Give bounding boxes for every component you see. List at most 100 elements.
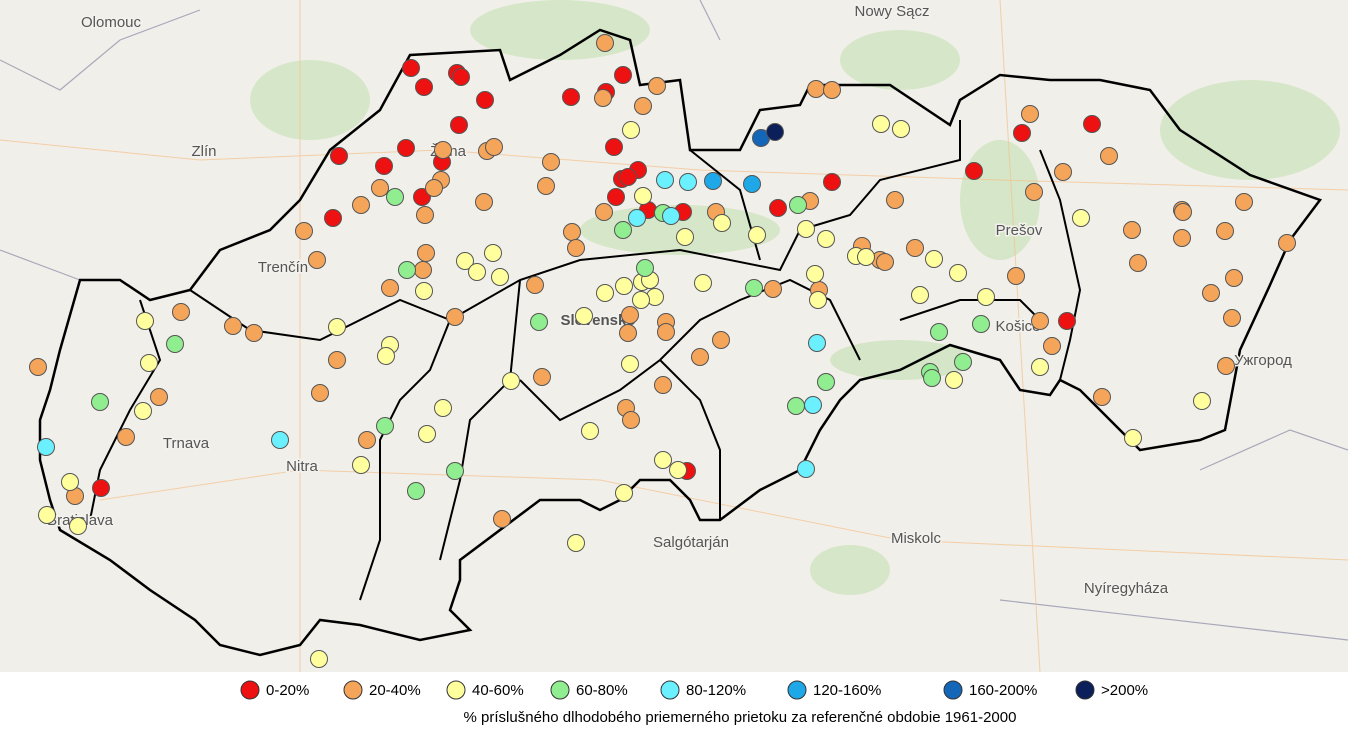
station-marker xyxy=(691,348,709,366)
station-marker xyxy=(713,214,731,232)
place-label: Prešov xyxy=(996,222,1043,239)
station-marker xyxy=(662,207,680,225)
station-marker xyxy=(886,191,904,209)
station-marker xyxy=(669,461,687,479)
station-marker xyxy=(807,80,825,98)
legend-label: 20-40% xyxy=(369,682,421,699)
station-marker xyxy=(1193,392,1211,410)
station-marker xyxy=(808,334,826,352)
station-marker xyxy=(654,376,672,394)
station-marker xyxy=(38,506,56,524)
station-marker xyxy=(542,153,560,171)
roads xyxy=(0,0,1348,673)
station-marker xyxy=(872,115,890,133)
station-marker xyxy=(1235,193,1253,211)
station-marker xyxy=(622,121,640,139)
station-marker xyxy=(1031,358,1049,376)
station-marker xyxy=(402,59,420,77)
legend-swatch xyxy=(787,680,807,700)
station-marker xyxy=(491,268,509,286)
station-marker xyxy=(1223,309,1241,327)
station-marker xyxy=(328,351,346,369)
station-marker xyxy=(493,510,511,528)
station-marker xyxy=(418,425,436,443)
station-marker xyxy=(352,196,370,214)
station-marker xyxy=(1025,183,1043,201)
station-marker xyxy=(581,422,599,440)
admin-boundaries xyxy=(0,0,1348,641)
station-marker xyxy=(797,220,815,238)
station-marker xyxy=(414,261,432,279)
legend-caption: % príslušného dlhodobého priemerného pri… xyxy=(464,709,1017,726)
station-marker xyxy=(330,147,348,165)
station-marker xyxy=(311,384,329,402)
legend-label: 80-120% xyxy=(686,682,746,699)
station-marker xyxy=(925,250,943,268)
station-marker xyxy=(1013,124,1031,142)
station-marker xyxy=(634,97,652,115)
legend-swatch xyxy=(446,680,466,700)
station-marker xyxy=(823,173,841,191)
place-label: Nitra xyxy=(286,458,318,475)
station-marker xyxy=(425,179,443,197)
station-marker xyxy=(567,534,585,552)
station-marker xyxy=(679,173,697,191)
station-marker xyxy=(1216,222,1234,240)
station-marker xyxy=(1021,105,1039,123)
station-marker xyxy=(621,306,639,324)
station-marker xyxy=(533,368,551,386)
station-marker xyxy=(614,221,632,239)
station-marker xyxy=(61,473,79,491)
station-marker xyxy=(452,68,470,86)
place-label: Košice xyxy=(995,318,1040,335)
place-label: Olomouc xyxy=(81,14,142,31)
station-marker xyxy=(224,317,242,335)
station-marker xyxy=(789,196,807,214)
station-marker xyxy=(1093,388,1111,406)
station-marker xyxy=(575,307,593,325)
station-marker xyxy=(619,168,637,186)
station-marker xyxy=(37,438,55,456)
station-marker xyxy=(766,123,784,141)
station-marker xyxy=(769,199,787,217)
station-marker xyxy=(656,171,674,189)
station-marker xyxy=(1072,209,1090,227)
station-marker xyxy=(743,175,761,193)
station-marker xyxy=(1058,312,1076,330)
legend-label: 160-200% xyxy=(969,682,1037,699)
station-marker xyxy=(634,187,652,205)
station-marker xyxy=(352,456,370,474)
station-marker xyxy=(712,331,730,349)
station-marker xyxy=(607,188,625,206)
station-marker xyxy=(376,417,394,435)
station-marker xyxy=(622,411,640,429)
station-marker xyxy=(945,371,963,389)
station-marker xyxy=(386,188,404,206)
station-marker xyxy=(694,274,712,292)
legend-label: 120-160% xyxy=(813,682,881,699)
station-marker xyxy=(619,324,637,342)
station-marker xyxy=(29,358,47,376)
station-marker xyxy=(1129,254,1147,272)
station-marker xyxy=(823,81,841,99)
station-marker xyxy=(923,369,941,387)
station-marker xyxy=(1083,115,1101,133)
station-marker xyxy=(69,517,87,535)
station-marker xyxy=(1123,221,1141,239)
legend-label: 40-60% xyxy=(472,682,524,699)
legend-swatch xyxy=(1075,680,1095,700)
place-label: Nowy Sącz xyxy=(854,3,929,20)
station-marker xyxy=(526,276,544,294)
station-marker xyxy=(621,355,639,373)
station-marker xyxy=(954,353,972,371)
station-marker xyxy=(537,177,555,195)
place-label: Ужгород xyxy=(1234,352,1292,369)
station-marker xyxy=(358,431,376,449)
place-label: Salgótarján xyxy=(653,534,729,551)
station-marker xyxy=(648,77,666,95)
station-marker xyxy=(876,253,894,271)
station-marker xyxy=(1054,163,1072,181)
station-marker xyxy=(371,179,389,197)
station-marker xyxy=(632,291,650,309)
